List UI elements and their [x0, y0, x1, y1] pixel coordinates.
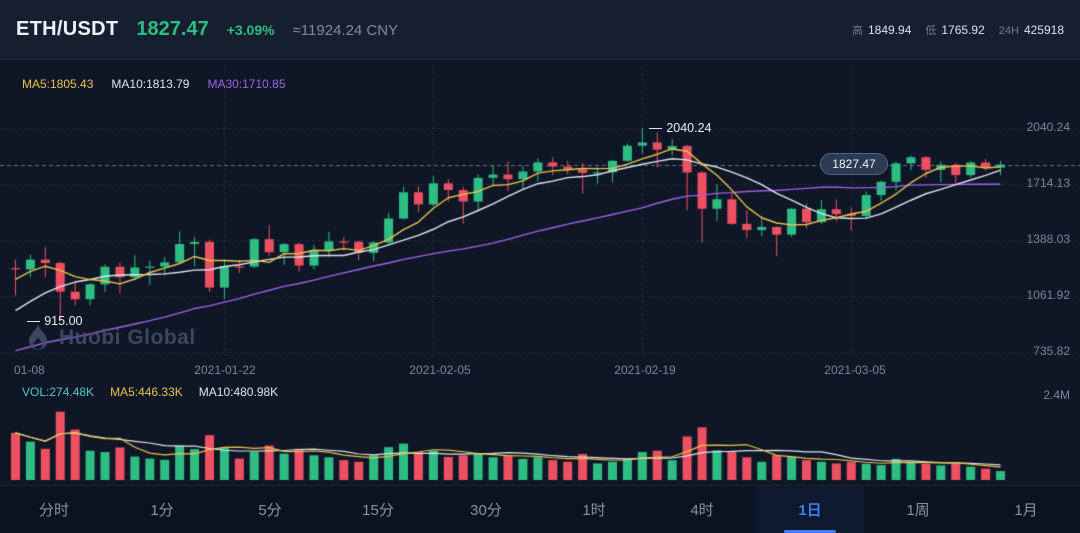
timeframe-tab-label: 分时: [38, 502, 69, 519]
timeframe-tab-3[interactable]: 15分: [324, 486, 432, 533]
symbol-title: ETH/USDT: [16, 18, 119, 40]
timeframe-tab-8[interactable]: 1周: [864, 486, 972, 533]
flame-icon: [29, 324, 47, 350]
low-label: 低: [925, 24, 937, 37]
high-value: 1849.94: [867, 22, 912, 37]
price-ma-row: MA5:1805.43 MA10:1813.79 MA30:1710.85: [22, 77, 286, 91]
timeframe-tabbar: 分时 1分 5分 15分 30分 1时 4时 1日 1周 1月: [0, 485, 1080, 533]
timeframe-tab-label: 1周: [906, 502, 930, 519]
ma10-price-label: MA10:1813.79: [111, 77, 190, 91]
timeframe-tab-4[interactable]: 30分: [432, 486, 540, 533]
y-axis-tick-4: 735.82: [1033, 344, 1070, 358]
timeframe-tab-label: 1月: [1014, 502, 1038, 519]
timeframe-tab-label: 30分: [470, 502, 502, 519]
timeframe-tab-1[interactable]: 1分: [108, 486, 216, 533]
x-axis-tick-3: 2021-02-19: [614, 363, 676, 377]
timeframe-tab-label: 5分: [258, 502, 282, 519]
volume-label: VOL:274.48K: [22, 385, 95, 399]
y-axis-tick-3: 1061.92: [1026, 288, 1070, 302]
change-percent: +3.09%: [226, 22, 275, 38]
annotation-tick-icon: [649, 127, 663, 129]
ma30-price-label: MA30:1710.85: [207, 77, 286, 91]
timeframe-tab-5[interactable]: 1时: [540, 486, 648, 533]
x-axis-tick-1: 2021-01-22: [194, 363, 256, 377]
timeframe-tab-7[interactable]: 1日: [756, 486, 864, 533]
y-axis-tick-2: 1388.03: [1026, 232, 1070, 246]
peak-price-annotation: 2040.24: [649, 121, 712, 135]
active-tab-underline-indicator: [784, 530, 836, 533]
x-axis-tick-0: 01-08: [14, 363, 45, 377]
last-price: 1827.47: [136, 18, 209, 40]
timeframe-tab-label: 15分: [362, 502, 394, 519]
current-price-badge: 1827.47: [820, 153, 888, 175]
daily-stats: 高 1849.94 低 1765.92 24H 425918: [852, 21, 1064, 39]
timeframe-tab-9[interactable]: 1月: [972, 486, 1080, 533]
x-axis-tick-2: 2021-02-05: [409, 363, 471, 377]
high-stat: 高 1849.94: [852, 21, 911, 39]
watermark-text: Huobi Global: [59, 326, 196, 349]
timeframe-tab-2[interactable]: 5分: [216, 486, 324, 533]
y-axis-tick-1: 1714.13: [1026, 176, 1070, 190]
low-stat: 低 1765.92: [925, 21, 984, 39]
fiat-approx-value: ≈11924.24 CNY: [292, 22, 399, 39]
trough-price-label: 915.00: [44, 314, 83, 329]
timeframe-tab-label: 1日: [798, 502, 822, 519]
price-summary: ETH/USDT 1827.47 +3.09% ≈11924.24 CNY: [16, 18, 398, 41]
annotation-tick-icon: [27, 320, 41, 322]
volume-indicator-row: VOL:274.48K MA5:446.33K MA10:480.98K: [22, 385, 278, 399]
high-label: 高: [851, 24, 863, 37]
ma5-price-label: MA5:1805.43: [22, 77, 94, 91]
peak-price-label: 2040.24: [666, 121, 712, 135]
trough-price-annotation: 915.00: [27, 314, 82, 328]
timeframe-tab-6[interactable]: 4时: [648, 486, 756, 533]
y-axis-tick-0: 2040.24: [1026, 120, 1070, 134]
huobi-watermark: Huobi Global: [26, 324, 196, 352]
ma10-volume-label: MA10:480.98K: [198, 385, 279, 399]
volume-24h-label: 24H: [998, 24, 1019, 37]
low-value: 1765.92: [941, 22, 985, 37]
timeframe-tab-label: 1时: [582, 502, 606, 519]
timeframe-tab-label: 1分: [150, 502, 174, 519]
timeframe-tab-label: 4时: [690, 502, 714, 519]
volume-24h-value: 425918: [1023, 22, 1064, 37]
volume-24h-stat: 24H 425918: [999, 21, 1064, 39]
timeframe-tab-0[interactable]: 分时: [0, 486, 108, 533]
candlestick-chart-canvas[interactable]: [0, 60, 1080, 485]
ma5-volume-label: MA5:446.33K: [110, 385, 183, 399]
x-axis-tick-4: 2021-03-05: [824, 363, 886, 377]
volume-axis-max-label: 2.4M: [1043, 388, 1070, 402]
